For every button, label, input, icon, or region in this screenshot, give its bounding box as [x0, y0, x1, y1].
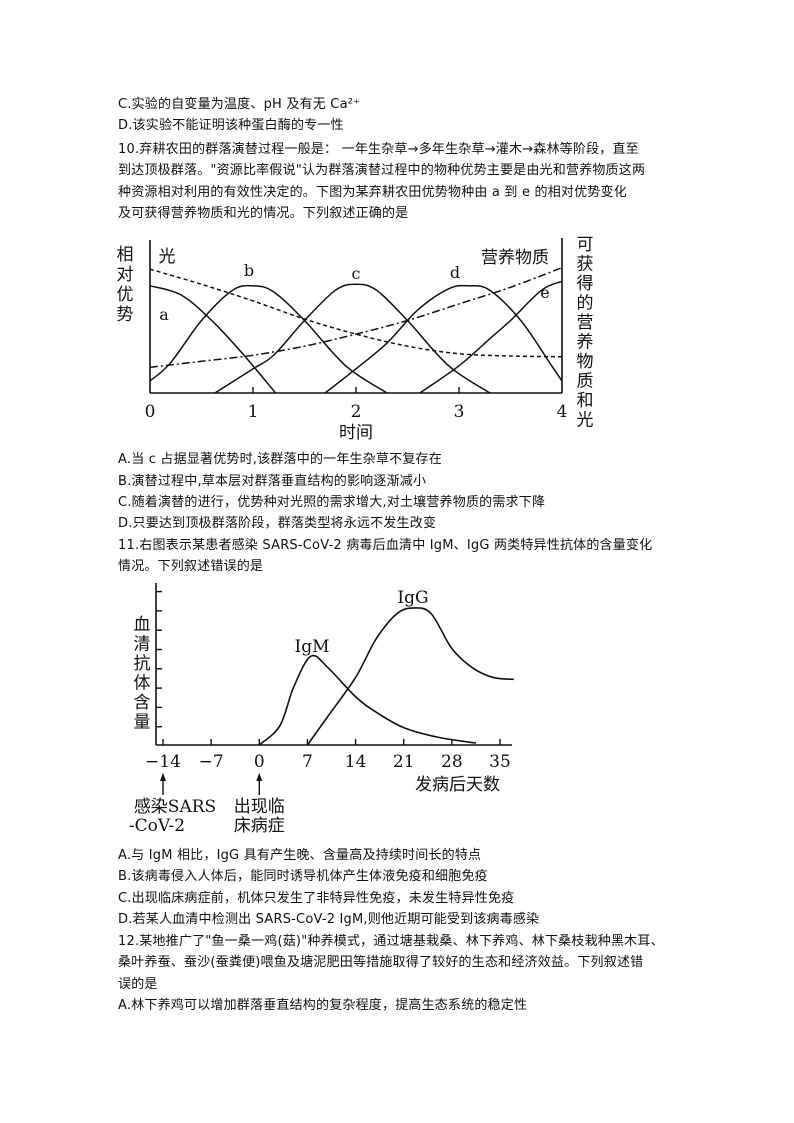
- annotation-label: -CoV-2: [129, 816, 185, 836]
- lines-bottom-line: 误的是: [118, 977, 158, 992]
- series-label-light: 光: [159, 247, 176, 267]
- x-axis-title: 发病后天数: [415, 775, 500, 795]
- y-axis-title-left: 优: [117, 285, 134, 305]
- series-line-c: [214, 283, 491, 394]
- lines-top-line: 10.弃耕农田的群落演替过程一般是： 一年生杂草→多年生杂草→灌木→森林等阶段，…: [118, 142, 639, 157]
- lines-mid-line: C.随着演替的进行，优势种对光照的需求增大,对土壤营养物质的需求下降: [118, 495, 546, 510]
- lines-top-line: D.该实验不能证明该种蛋白酶的专一性: [118, 118, 344, 133]
- x-tick-label: 14: [345, 752, 367, 772]
- x-tick-label: 28: [441, 752, 463, 772]
- series-line-a: [149, 285, 277, 394]
- lines-bottom-line: A.与 IgM 相比，IgG 具有产生晚、含量高及持续时间长的特点: [118, 848, 482, 863]
- lines-bottom-line: 12.某地推广了"鱼一桑一鸡(菇)"种养模式，通过塘基栽桑、林下养鸡、林下桑枝栽…: [118, 934, 664, 949]
- y-axis-title-left: 相: [117, 245, 134, 265]
- lines-top-line: 及可获得营养物质和光的情况。下列叙述正确的是: [118, 206, 409, 221]
- series-line-igg: [306, 607, 514, 746]
- series-label-igm: IgM: [294, 637, 329, 657]
- lines-bottom-line: 桑叶养蚕、蚕沙(蚕粪便)喂鱼及塘泥肥田等措施取得了较好的生态和经济效益。下列叙述…: [118, 955, 644, 970]
- lines-top-line: 到达顶极群落。"资源比率假说"认为群落演替过程中的物种优势主要是由光和营养物质这…: [118, 163, 646, 178]
- y-axis-title-right: 和: [577, 391, 594, 411]
- series-line-e: [419, 280, 563, 394]
- y-axis-title: 血: [134, 615, 151, 635]
- lines-bottom-line: A.林下养鸡可以增加群落垂直结构的复杂程度，提高生态系统的稳定性: [118, 998, 528, 1013]
- x-axis-title: 时间: [339, 423, 373, 443]
- lines-mid-line: D.只要达到顶极群落阶段，群落类型将永远不发生改变: [118, 516, 437, 531]
- x-tick-label: −7: [199, 752, 224, 772]
- y-axis-title-left: 对: [117, 265, 134, 285]
- lines-top-line: 种资源相对利用的有效性决定的。下图为某弃耕农田优势物种由 a 到 e 的相对优势…: [118, 185, 627, 200]
- lines-mid-line: A.当 c 占据显著优势时,该群落中的一年生杂草不复存在: [118, 452, 442, 467]
- y-axis-title-right: 养: [577, 333, 594, 353]
- y-axis-title-right: 质: [577, 372, 594, 392]
- lines-bottom-line: B.该病毒侵入人体后，能同时诱导机体产生体液免疫和细胞免疫: [118, 869, 488, 884]
- y-axis-title: 抗: [134, 654, 151, 674]
- lines-bottom-line: D.若某人血清中检测出 SARS-CoV-2 IgM,则他近期可能受到该病毒感染: [118, 912, 540, 927]
- series-label-igg: IgG: [397, 588, 428, 608]
- x-tick-label: 0: [145, 402, 156, 422]
- y-axis-title-right: 获: [577, 255, 594, 275]
- annotation-label: 感染SARS: [134, 797, 216, 817]
- series-line-igm: [258, 654, 477, 746]
- arrow-up-icon: [256, 773, 263, 781]
- series-label-e: e: [540, 283, 549, 302]
- y-axis-title-right: 得: [577, 274, 594, 294]
- x-tick-label: 4: [557, 402, 568, 422]
- series-line-nutrients: [149, 266, 563, 369]
- y-axis-title-left: 势: [117, 305, 134, 325]
- y-axis-title-right: 光: [577, 411, 594, 431]
- series-label-nutrients: 营养物质: [481, 248, 549, 268]
- x-tick-label: 3: [454, 402, 465, 422]
- series-label-b: b: [244, 261, 254, 280]
- x-tick-label: 35: [489, 752, 511, 772]
- lines-bottom-line: C.出现临床病症前，机体只发生了非特异性免疫，未发生特异性免疫: [118, 891, 515, 906]
- x-tick-label: 0: [254, 752, 265, 772]
- y-axis-title-right: 可: [577, 235, 594, 255]
- series-label-c: c: [352, 264, 361, 283]
- x-tick-label: 2: [351, 402, 362, 422]
- lines-mid-line: 情况。下列叙述错误的是: [118, 559, 264, 574]
- y-axis-title-right: 的: [577, 294, 594, 314]
- series-line-light: [149, 268, 563, 358]
- arrow-up-icon: [160, 773, 166, 781]
- series-label-a: a: [159, 305, 169, 324]
- series-line-b: [149, 284, 388, 394]
- x-tick-label: 21: [393, 752, 415, 772]
- lines-mid-line: 11.右图表示某患者感染 SARS-CoV-2 病毒后血清中 IgM、IgG 两…: [118, 538, 653, 553]
- x-tick-label: 1: [248, 402, 259, 422]
- series-line-d: [324, 284, 563, 394]
- annotation-label: 床病症: [234, 816, 285, 836]
- x-tick-label: 7: [302, 752, 313, 772]
- y-axis-title: 含: [134, 693, 151, 713]
- y-axis-title-right: 物: [577, 352, 594, 372]
- y-axis-title-right: 营: [577, 313, 594, 333]
- annotation-label: 出现临: [234, 797, 285, 817]
- x-tick-label: −14: [145, 752, 181, 772]
- y-axis-title: 清: [134, 635, 151, 655]
- y-axis-title: 量: [134, 713, 151, 733]
- series-label-d: d: [450, 263, 460, 282]
- y-axis-title: 体: [134, 674, 151, 694]
- lines-top-line: C.实验的自变量为温度、pH 及有无 Ca²⁺: [118, 97, 361, 112]
- lines-mid-line: B.演替过程中,草本层对群落垂直结构的影响逐渐减小: [118, 474, 427, 489]
